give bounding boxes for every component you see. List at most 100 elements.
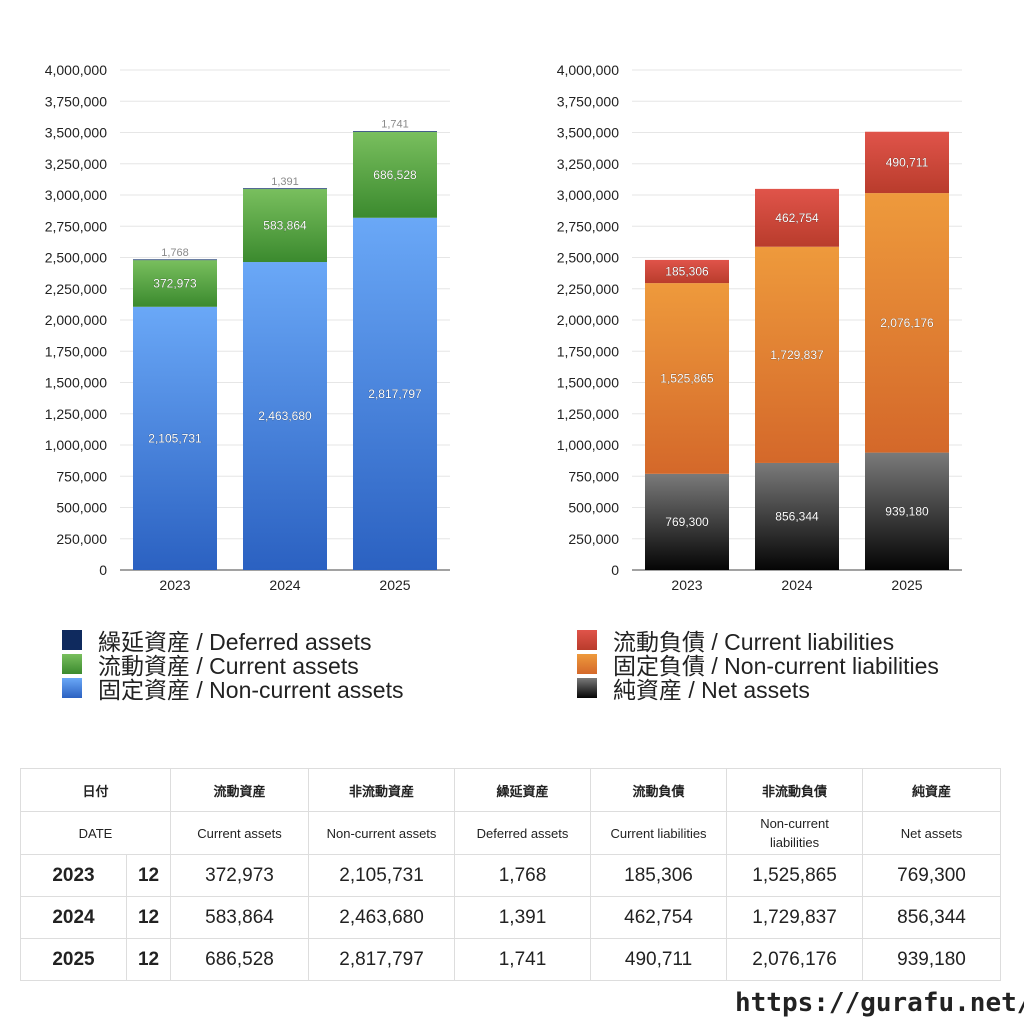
table-row: 2025 12 686,528 2,817,797 1,741 490,711 … (20, 938, 1002, 981)
x-tick-label: 2024 (269, 577, 300, 593)
table-row: 2024 12 583,864 2,463,680 1,391 462,754 … (20, 896, 1002, 939)
legend-swatch (577, 654, 597, 674)
bar-segment (243, 262, 327, 570)
y-tick-label: 250,000 (568, 531, 619, 547)
y-tick-label: 3,000,000 (557, 187, 619, 203)
table-cell: 2,463,680 (308, 896, 456, 939)
data-label: 462,754 (775, 211, 819, 225)
data-label: 939,180 (885, 504, 929, 518)
y-tick-label: 1,250,000 (557, 406, 619, 422)
table-header-row-jp: 日付 流動資産 非流動資産 繰延資産 流動負債 非流動負債 純資産 (19, 768, 1002, 812)
legend-swatch (62, 678, 82, 698)
table-header-cell: 純資産 (862, 768, 1002, 812)
table-cell: 1,741 (454, 938, 592, 981)
table-cell: 1,768 (454, 854, 592, 897)
y-tick-label: 500,000 (56, 500, 107, 516)
legend-swatch (577, 678, 597, 698)
legend-swatch (62, 654, 82, 674)
y-tick-label: 0 (611, 562, 619, 578)
data-label: 2,105,731 (148, 431, 202, 445)
table-header-cell: Deferred assets (454, 811, 592, 855)
data-label: 769,300 (665, 515, 709, 529)
legend-item-current-assets: 流動資産 / Current assets (62, 652, 403, 679)
data-label: 2,817,797 (368, 387, 422, 401)
table-header-cell: 流動資産 (170, 768, 310, 812)
legend-label: 流動負債 / Current liabilities (613, 629, 895, 655)
data-label: 490,711 (886, 155, 929, 169)
legend-label: 流動資産 / Current assets (98, 653, 359, 679)
y-tick-label: 1,750,000 (45, 343, 107, 359)
table-header-cell: 非流動資産 (308, 768, 456, 812)
table-cell: 462,754 (590, 896, 728, 939)
y-tick-label: 4,000,000 (45, 62, 107, 78)
y-tick-label: 3,500,000 (557, 125, 619, 141)
y-tick-label: 1,000,000 (557, 437, 619, 453)
bar-segment (353, 131, 437, 218)
legend-label: 固定負債 / Non-current liabilities (613, 653, 939, 679)
table-header-cell: 日付 (19, 768, 172, 812)
table-cell: 372,973 (170, 854, 310, 897)
data-label: 1,768 (161, 247, 189, 259)
bar-segment (133, 260, 217, 307)
legend-item-deferred-assets: 繰延資産 / Deferred assets (62, 628, 403, 655)
table-cell: 856,344 (862, 896, 1002, 939)
year-cell: 2025 (20, 938, 127, 981)
bar-segment (645, 473, 729, 570)
legend-swatch (62, 630, 82, 650)
y-tick-label: 1,500,000 (557, 375, 619, 391)
y-tick-label: 2,500,000 (557, 250, 619, 266)
y-tick-label: 2,000,000 (45, 312, 107, 328)
y-tick-label: 1,750,000 (557, 343, 619, 359)
y-tick-label: 3,500,000 (45, 125, 107, 141)
bar-segment (133, 259, 217, 261)
y-tick-label: 2,250,000 (557, 281, 619, 297)
table-header-cell: Non-current liabilities (726, 811, 864, 855)
x-tick-label: 2024 (781, 577, 812, 593)
table-cell: 686,528 (170, 938, 310, 981)
y-tick-label: 0 (99, 562, 107, 578)
x-tick-label: 2025 (379, 577, 410, 593)
bar-segment (755, 246, 839, 463)
y-tick-label: 750,000 (56, 468, 107, 484)
month-cell: 12 (125, 854, 172, 897)
table-row: 2023 12 372,973 2,105,731 1,768 185,306 … (20, 854, 1002, 897)
table-cell: 2,105,731 (308, 854, 456, 897)
table-header-cell: Net assets (862, 811, 1002, 855)
legend-item-net-assets: 純資産 / Net assets (577, 676, 939, 703)
data-label: 856,344 (775, 509, 819, 523)
liabilities-chart: 0 250,000 500,000 750,000 1,000,000 1,250,000… (557, 62, 962, 593)
table-header-cell: Non-current assets (308, 811, 456, 855)
y-tick-label: 2,500,000 (45, 250, 107, 266)
legend-item-current-liabilities: 流動負債 / Current liabilities (577, 628, 939, 655)
assets-legend: 繰延資産 / Deferred assets 流動資産 / Current as… (62, 628, 403, 703)
y-tick-label: 1,000,000 (45, 437, 107, 453)
table-cell: 939,180 (862, 938, 1002, 981)
x-tick-label: 2023 (159, 577, 190, 593)
table-cell: 769,300 (862, 854, 1002, 897)
data-label: 372,973 (153, 276, 197, 290)
month-cell: 12 (125, 938, 172, 981)
bar-segment (755, 462, 839, 570)
bar-segment (353, 217, 437, 570)
assets-chart: 0 250,000 500,000 750,000 1,000,000 1,250,000… (45, 62, 450, 593)
y-tick-label: 3,250,000 (557, 156, 619, 172)
table-header-cell: Current liabilities (590, 811, 728, 855)
year-cell: 2023 (20, 854, 127, 897)
legend-label: 繰延資産 / Deferred assets (98, 629, 372, 655)
table-cell: 185,306 (590, 854, 728, 897)
liabilities-legend: 流動負債 / Current liabilities 固定負債 / Non-cu… (577, 628, 939, 703)
y-tick-label: 2,750,000 (557, 218, 619, 234)
data-label: 2,076,176 (880, 316, 934, 330)
table-header-cell: DATE (19, 811, 172, 855)
bar-segment (865, 452, 949, 570)
table-cell: 1,525,865 (726, 854, 864, 897)
month-cell: 12 (125, 896, 172, 939)
table-header-cell: 繰延資産 (454, 768, 592, 812)
table-cell: 1,729,837 (726, 896, 864, 939)
y-tick-label: 3,750,000 (557, 93, 619, 109)
x-tick-label: 2025 (891, 577, 922, 593)
y-tick-label: 2,000,000 (557, 312, 619, 328)
legend-item-non-current-assets: 固定資産 / Non-current assets (62, 676, 403, 703)
data-label: 1,391 (271, 176, 299, 188)
table-header-cell: 非流動負債 (726, 768, 864, 812)
